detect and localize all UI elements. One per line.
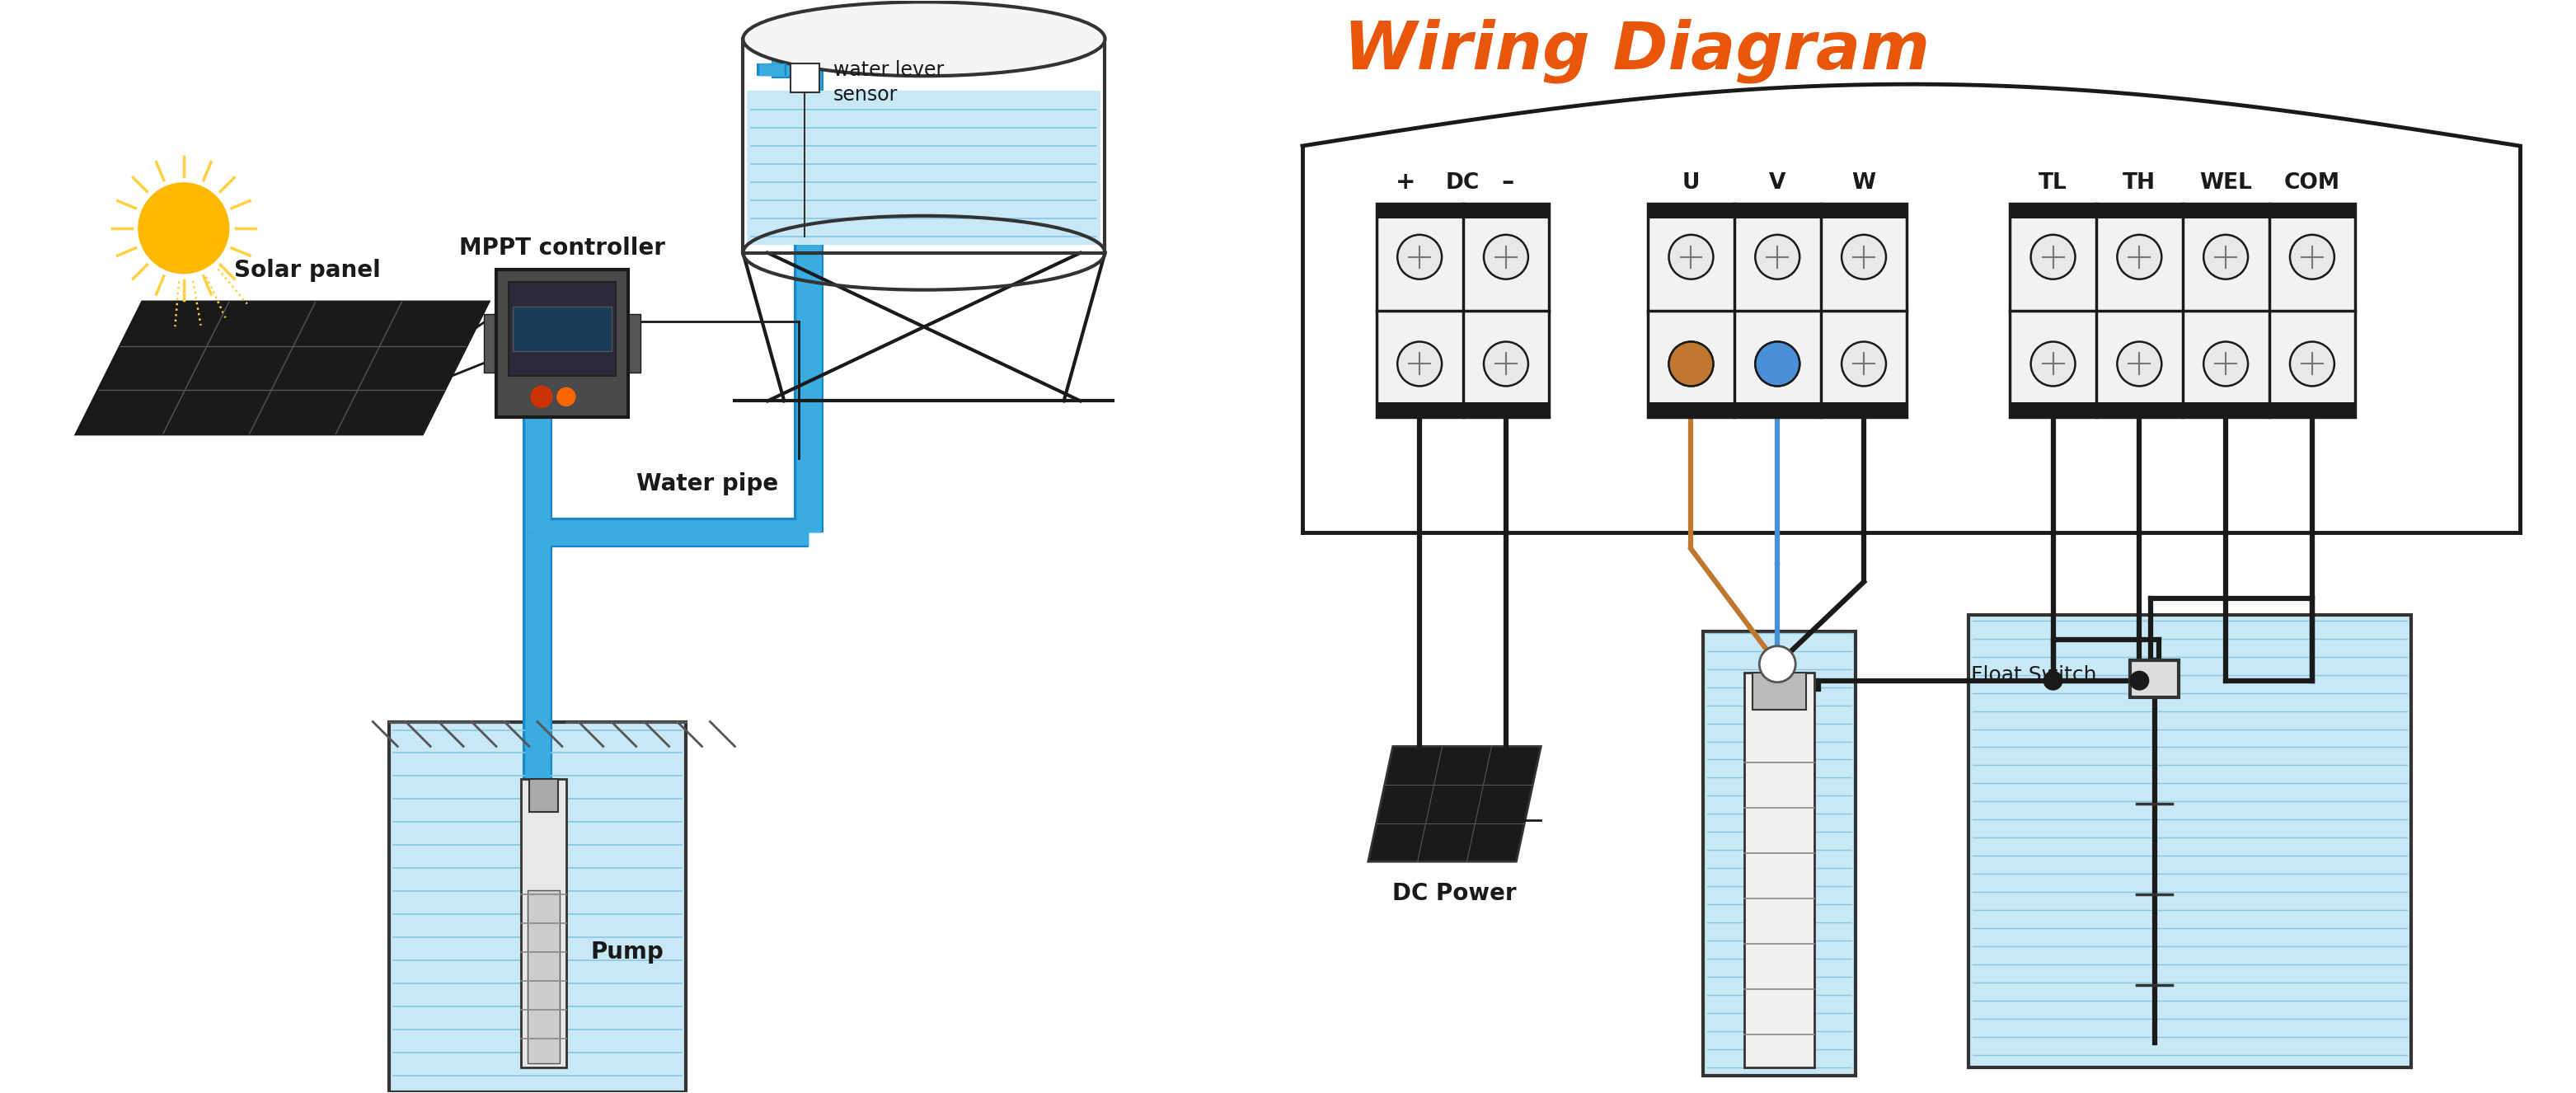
Text: W: W	[1852, 173, 1875, 193]
Circle shape	[1754, 342, 1801, 386]
FancyBboxPatch shape	[513, 306, 611, 352]
Polygon shape	[1368, 747, 1540, 861]
Circle shape	[1484, 235, 1528, 279]
Text: Water pipe: Water pipe	[636, 472, 778, 495]
Circle shape	[1842, 235, 1886, 279]
Text: DC: DC	[1445, 173, 1479, 193]
Text: TH: TH	[2123, 173, 2156, 193]
Ellipse shape	[742, 2, 1105, 77]
Bar	[1376, 203, 1548, 418]
Text: COM: COM	[2285, 173, 2339, 193]
Circle shape	[1396, 342, 1443, 386]
Text: Float Switch: Float Switch	[1971, 665, 2097, 684]
Circle shape	[2290, 235, 2334, 279]
Circle shape	[1754, 342, 1801, 386]
Bar	[742, 39, 1105, 252]
Circle shape	[1754, 235, 1801, 279]
Bar	[1703, 632, 1855, 1076]
Text: Wiring Diagram: Wiring Diagram	[1345, 19, 1929, 83]
Circle shape	[531, 386, 551, 408]
Bar	[1744, 672, 1814, 1067]
Bar	[2009, 402, 2354, 418]
Circle shape	[556, 388, 574, 406]
Bar	[528, 779, 559, 812]
Text: WEL: WEL	[2200, 173, 2251, 193]
Bar	[791, 63, 819, 93]
Circle shape	[2130, 671, 2148, 691]
FancyBboxPatch shape	[629, 314, 641, 373]
Text: TL: TL	[2038, 173, 2069, 193]
Bar	[1968, 614, 2411, 1067]
Bar	[1649, 203, 1906, 219]
FancyBboxPatch shape	[484, 314, 497, 373]
Bar	[1376, 203, 1548, 219]
Text: V: V	[1770, 173, 1785, 193]
Bar	[1649, 203, 1906, 418]
Circle shape	[2030, 342, 2076, 386]
Bar	[1376, 402, 1548, 418]
Polygon shape	[77, 302, 487, 434]
Text: MPPT controller: MPPT controller	[459, 236, 665, 259]
Bar	[2130, 660, 2179, 697]
Text: +: +	[1396, 171, 1414, 193]
Circle shape	[1484, 342, 1528, 386]
Circle shape	[2117, 235, 2161, 279]
Bar	[528, 891, 559, 1063]
FancyBboxPatch shape	[497, 269, 629, 418]
Bar	[520, 779, 567, 1067]
Text: water lever
sensor: water lever sensor	[835, 60, 945, 105]
Bar	[1649, 402, 1906, 418]
FancyBboxPatch shape	[507, 282, 616, 376]
Circle shape	[1669, 342, 1713, 386]
Circle shape	[2202, 342, 2249, 386]
Circle shape	[2030, 235, 2076, 279]
Bar	[389, 721, 685, 1092]
Circle shape	[2202, 235, 2249, 279]
Bar	[2009, 203, 2354, 418]
Circle shape	[2290, 342, 2334, 386]
Text: Pump: Pump	[590, 940, 665, 964]
Circle shape	[1759, 646, 1795, 682]
Circle shape	[2117, 342, 2161, 386]
Circle shape	[1669, 342, 1713, 386]
Bar	[1752, 672, 1806, 709]
Text: U: U	[1682, 173, 1700, 193]
Circle shape	[1842, 342, 1886, 386]
Text: Solar panel: Solar panel	[234, 259, 381, 282]
Text: DC Power: DC Power	[1394, 882, 1517, 905]
Circle shape	[2043, 671, 2063, 691]
Circle shape	[1669, 235, 1713, 279]
Circle shape	[139, 183, 229, 273]
Circle shape	[1396, 235, 1443, 279]
Bar	[2009, 203, 2354, 219]
Text: –: –	[1502, 169, 1515, 193]
Bar	[747, 91, 1100, 245]
